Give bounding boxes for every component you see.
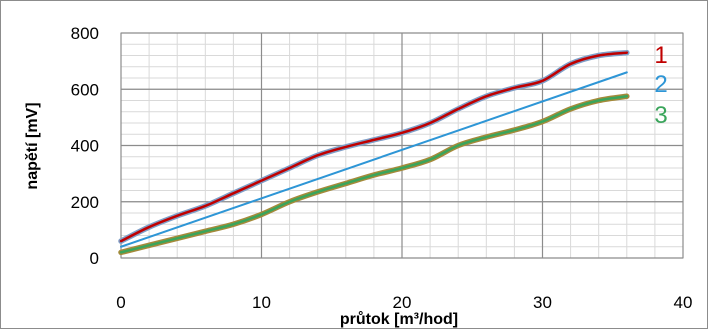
x-tick-label: 20	[393, 293, 412, 312]
x-tick-label: 30	[533, 293, 552, 312]
y-tick-label: 800	[71, 24, 99, 43]
y-tick-label: 400	[71, 137, 99, 156]
y-tick-label: 600	[71, 80, 99, 99]
plot-area-border	[120, 32, 684, 259]
series-2-line	[120, 71, 628, 248]
y-axis-title: napětí [mV]	[24, 102, 41, 189]
x-tick-label: 40	[674, 293, 693, 312]
x-axis-title: průtok [m³/hod]	[340, 311, 458, 328]
series-layer	[118, 49, 630, 256]
series-label-3: 3	[654, 102, 667, 129]
y-tick-label: 0	[90, 249, 99, 268]
x-tick-label: 10	[252, 293, 271, 312]
series-label-1: 1	[654, 42, 667, 69]
y-tick-label: 200	[71, 193, 99, 212]
series-3-line	[119, 95, 629, 254]
series-1-line	[119, 51, 629, 243]
series-label-2: 2	[654, 71, 667, 98]
x-tick-label: 0	[116, 293, 125, 312]
series-labels: 12 3	[654, 42, 667, 129]
